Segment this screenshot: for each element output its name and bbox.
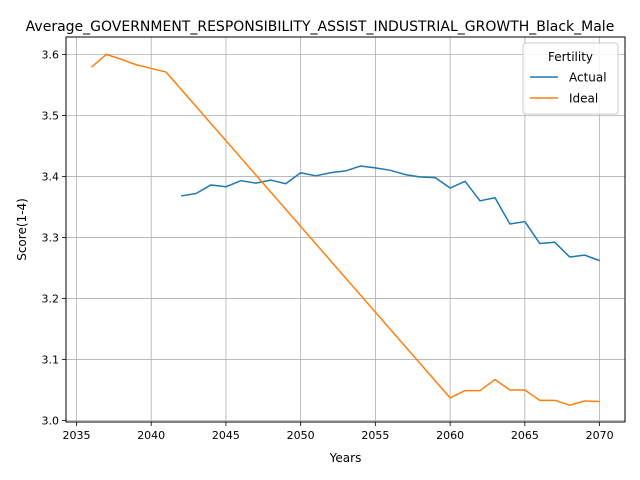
plot-frame xyxy=(65,36,626,423)
chart-title: Average_GOVERNMENT_RESPONSIBILITY_ASSIST… xyxy=(26,19,615,35)
y-tick-label: 3.2 xyxy=(42,292,60,305)
y-tick-label: 3.0 xyxy=(42,414,60,427)
legend-label-ideal: Ideal xyxy=(569,92,598,106)
legend-box xyxy=(522,42,619,115)
y-tick-label: 3.5 xyxy=(42,109,60,122)
y-tick-label: 3.3 xyxy=(42,231,60,244)
legend-label-actual: Actual xyxy=(569,71,607,85)
x-tick-label: 2040 xyxy=(137,429,165,442)
x-tick-label: 2055 xyxy=(361,429,389,442)
x-tick-label: 2060 xyxy=(436,429,464,442)
y-tick-label: 3.4 xyxy=(42,170,60,183)
x-tick-label: 2065 xyxy=(511,429,539,442)
y-axis-label: Score(1-4) xyxy=(15,198,29,261)
x-tick-label: 2070 xyxy=(586,429,614,442)
x-tick-label: 2045 xyxy=(212,429,240,442)
y-tick-label: 3.1 xyxy=(42,353,60,366)
series-line-actual xyxy=(180,165,600,262)
legend: Fertility Actual Ideal xyxy=(522,42,619,115)
axis-ticks: 2035 2040 2045 2050 2055 2060 2065 2070 3.0 3.1 3.… xyxy=(42,48,614,442)
series-line-ideal xyxy=(90,53,600,406)
legend-title: Fertility xyxy=(548,50,593,64)
series-lines xyxy=(90,53,600,406)
y-tick-label: 3.6 xyxy=(42,48,60,61)
x-tick-label: 2050 xyxy=(287,429,315,442)
x-tick-label: 2035 xyxy=(62,429,90,442)
x-axis-label: Years xyxy=(329,451,362,465)
